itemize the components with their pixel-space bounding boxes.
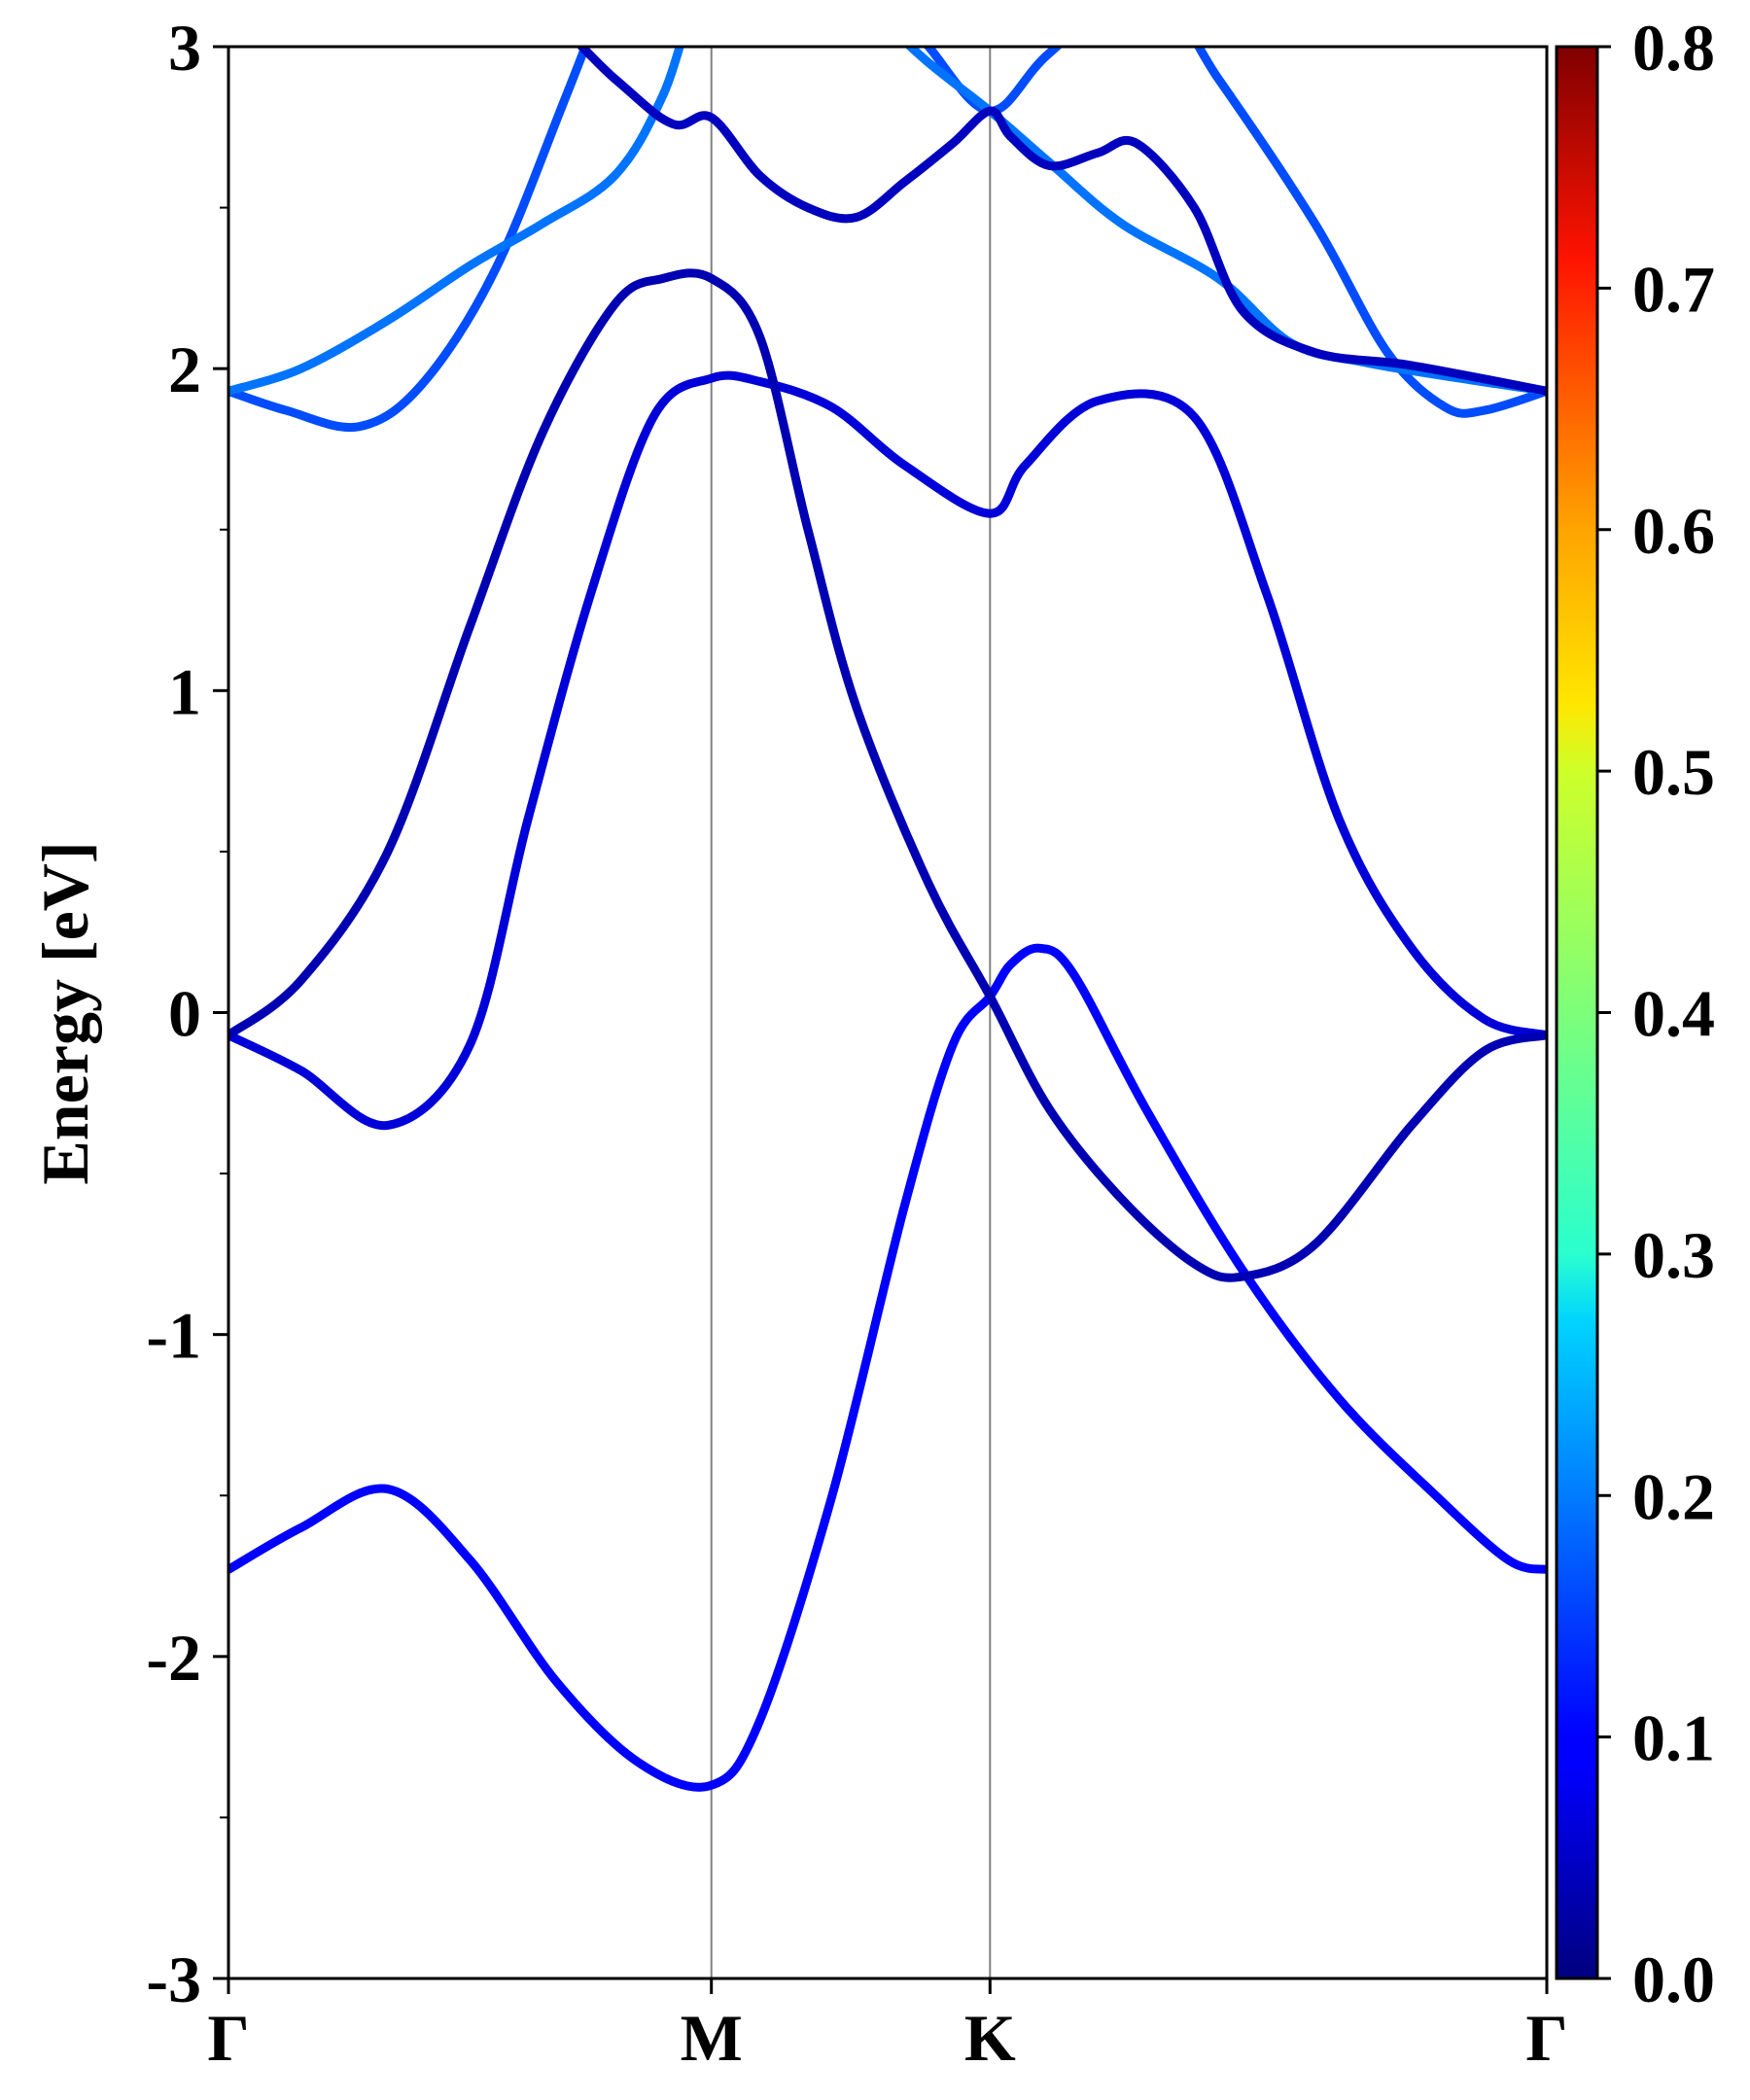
band-lines xyxy=(228,47,1547,1792)
colorbar-tick-label: 0.7 xyxy=(1632,252,1715,326)
y-tick-label: 3 xyxy=(168,11,201,85)
colorbar: 0.0 0.1 0.2 0.3 0.4 0.5 0.6 0.7 0.8 xyxy=(1555,11,1715,2016)
high-symmetry-lines xyxy=(710,47,992,1978)
colorbar-tick-label: 0.0 xyxy=(1632,1942,1715,2016)
band-line xyxy=(228,268,1547,1282)
colorbar-tick-label: 0.6 xyxy=(1632,494,1715,568)
y-tick-label: -1 xyxy=(146,1299,201,1373)
x-tick-label: Γ xyxy=(207,2001,249,2075)
x-tick-label: M xyxy=(681,2001,743,2075)
y-tick-label: -3 xyxy=(146,1942,201,2016)
colorbar-tick-label: 0.4 xyxy=(1632,977,1715,1051)
band-line xyxy=(228,943,1547,1792)
band-line xyxy=(228,370,1547,1130)
band-line xyxy=(576,47,1547,396)
colorbar-tick-label: 0.1 xyxy=(1632,1701,1715,1775)
colorbar-tick-label: 0.2 xyxy=(1632,1459,1715,1533)
x-tick-label: Γ xyxy=(1525,2001,1567,2075)
colorbar-tick-label: 0.8 xyxy=(1632,11,1715,85)
plot-frame xyxy=(227,45,1549,1980)
y-axis: -3 -2 -1 0 1 2 3 xyxy=(146,11,228,2016)
band-line xyxy=(228,47,1547,433)
x-tick-label: K xyxy=(964,2001,1016,2075)
y-tick-label: 2 xyxy=(168,332,201,406)
y-tick-label: 1 xyxy=(168,654,201,728)
colorbar-gradient xyxy=(1555,45,1599,1980)
colorbar-tick-label: 0.5 xyxy=(1632,735,1715,809)
y-axis-title: Energy [eV] xyxy=(28,841,102,1184)
y-tick-label: 0 xyxy=(168,977,201,1051)
colorbar-tick-label: 0.3 xyxy=(1632,1218,1715,1292)
y-tick-label: -2 xyxy=(146,1621,201,1695)
